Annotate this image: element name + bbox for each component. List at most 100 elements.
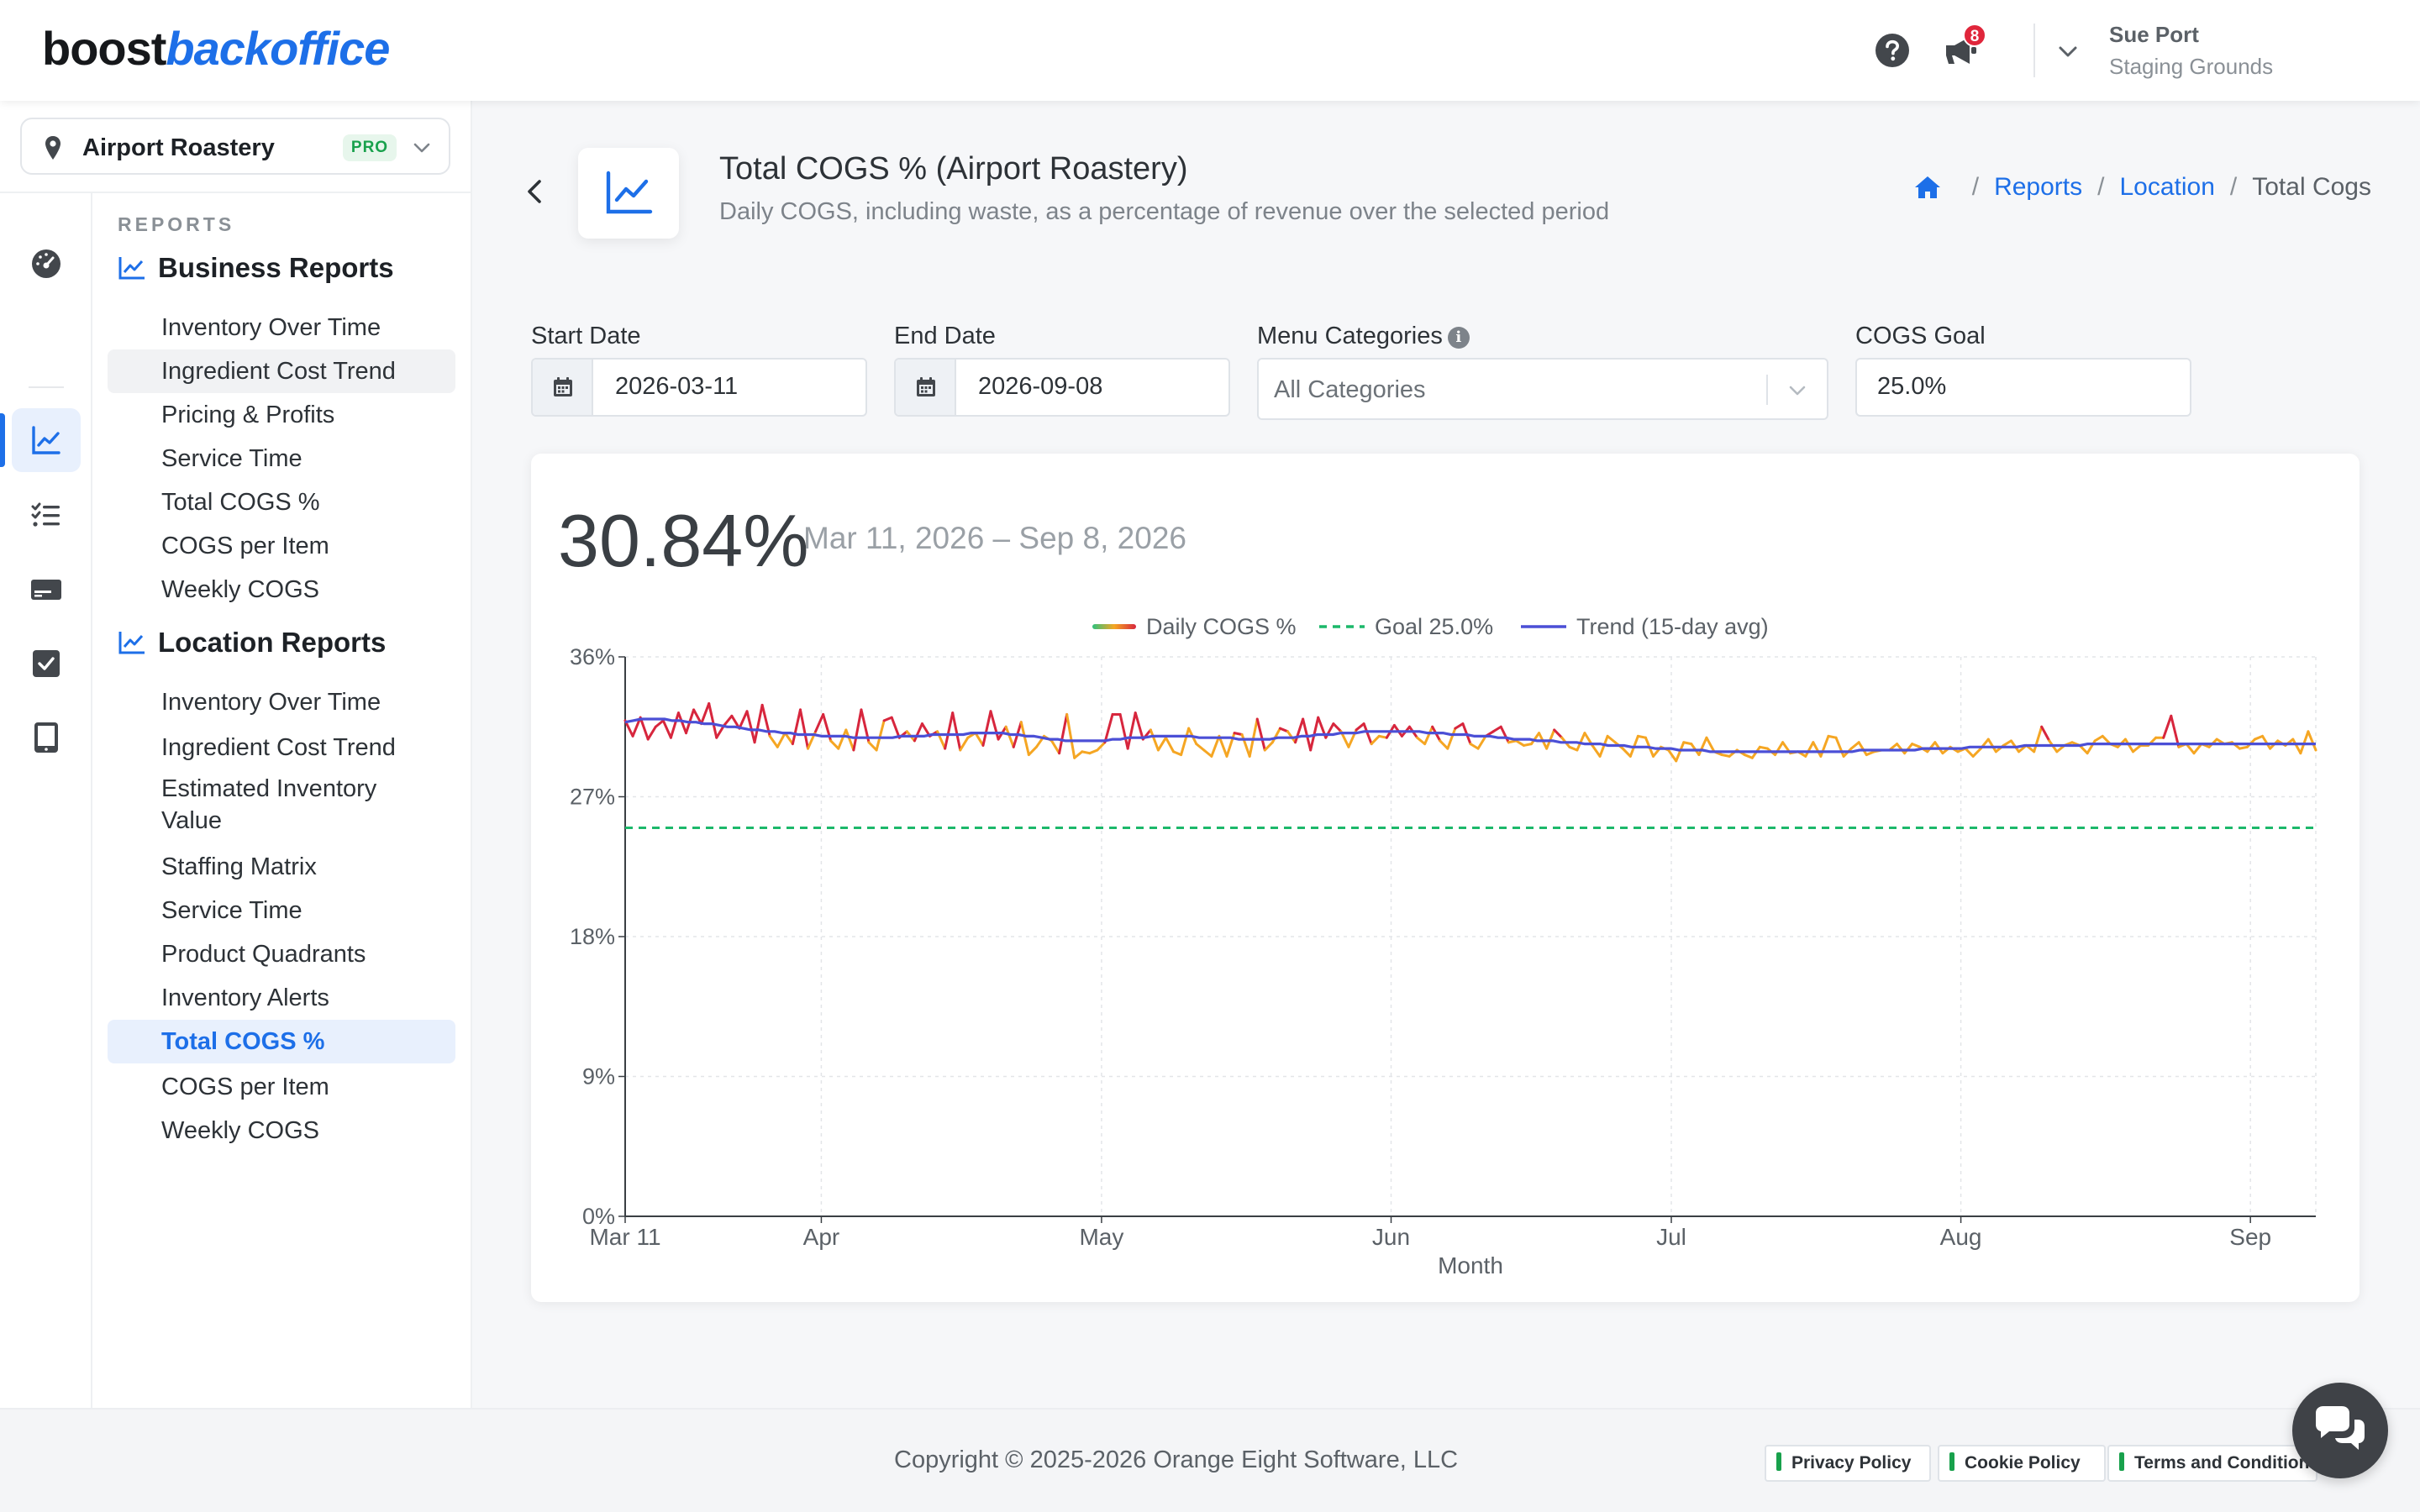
menu-item-business-total-cogs[interactable]: Total COGS % bbox=[161, 489, 320, 516]
end-date-field[interactable]: 2026-09-08 bbox=[894, 358, 1230, 417]
daily-cogs-segment bbox=[1172, 750, 1183, 757]
map-pin-icon bbox=[45, 136, 60, 160]
menu-categories-select[interactable]: All Categories bbox=[1257, 358, 1828, 420]
daily-cogs-segment bbox=[1697, 736, 1708, 757]
daily-cogs-segment bbox=[2040, 725, 2051, 743]
menu-item-location-product-quadrants[interactable]: Product Quadrants bbox=[161, 941, 366, 968]
menu-item-business-ingredient-cost-trend[interactable]: Ingredient Cost Trend bbox=[108, 349, 455, 393]
rail-dashboard[interactable] bbox=[12, 232, 81, 296]
pro-badge: PRO bbox=[343, 134, 397, 161]
breadcrumb-location[interactable]: Location bbox=[2119, 173, 2215, 201]
cogs-line-chart[interactable]: 0% 9% 18% 27% 36% Mar 11 Apr May Jun Jul Aug Sep Mon… bbox=[531, 588, 2360, 1294]
menu-item-business-pricing-profits[interactable]: Pricing & Profits bbox=[161, 402, 335, 428]
y-tick-label: 9% bbox=[582, 1064, 615, 1089]
legend-swatch-daily bbox=[1092, 624, 1136, 629]
start-date-field[interactable]: 2026-03-11 bbox=[531, 358, 867, 417]
daily-cogs-segment bbox=[1827, 734, 1838, 739]
megaphone-icon[interactable] bbox=[1941, 30, 1981, 71]
calendar-button[interactable] bbox=[896, 360, 956, 415]
start-date-value: 2026-03-11 bbox=[615, 373, 739, 400]
chevron-down-icon[interactable] bbox=[2055, 39, 2081, 64]
rail-pos[interactable] bbox=[12, 558, 81, 622]
daily-cogs-segment bbox=[2307, 730, 2317, 752]
menu-item-location-weekly-cogs[interactable]: Weekly COGS bbox=[161, 1117, 320, 1144]
x-tick-label: Sep bbox=[2229, 1224, 2271, 1250]
daily-cogs-segment bbox=[867, 741, 878, 752]
sidebar-divider bbox=[0, 192, 471, 193]
report-icon-tile bbox=[578, 148, 679, 239]
daily-cogs-segment bbox=[981, 710, 992, 747]
rail-checklists[interactable] bbox=[12, 484, 81, 548]
daily-cogs-segment bbox=[1118, 712, 1129, 750]
menu-item-location-service-time[interactable]: Service Time bbox=[161, 897, 302, 924]
daily-cogs-segment bbox=[1004, 725, 1015, 748]
daily-cogs-segment bbox=[1240, 733, 1251, 758]
menu-item-location-inventory-over-time[interactable]: Inventory Over Time bbox=[161, 689, 381, 716]
privacy-policy-link[interactable]: Privacy Policy bbox=[1765, 1445, 1931, 1482]
breadcrumb-reports[interactable]: Reports bbox=[1994, 173, 2083, 201]
home-icon[interactable] bbox=[1913, 175, 1942, 200]
menu-categories-value: All Categories bbox=[1274, 376, 1426, 403]
terms-label: Terms and Conditions bbox=[2134, 1453, 2317, 1473]
menu-item-business-cogs-per-item[interactable]: COGS per Item bbox=[161, 533, 329, 559]
calendar-button[interactable] bbox=[533, 360, 593, 415]
daily-cogs-segment bbox=[1302, 717, 1313, 752]
daily-cogs-segment bbox=[1065, 712, 1076, 759]
daily-cogs-segment bbox=[768, 734, 779, 748]
header-divider bbox=[2033, 24, 2035, 77]
terms-link[interactable]: Terms and Conditions bbox=[2107, 1445, 2317, 1482]
daily-cogs-segment bbox=[989, 710, 1000, 741]
daily-cogs-segment bbox=[1971, 747, 1982, 758]
daily-cogs-segment bbox=[1469, 743, 1480, 750]
daily-cogs-segment bbox=[959, 736, 970, 752]
trend-line bbox=[624, 717, 2316, 753]
daily-cogs-segment bbox=[852, 708, 863, 752]
menu-categories-text: Menu Categories bbox=[1257, 323, 1443, 349]
cogs-goal-input[interactable]: 25.0% bbox=[1855, 358, 2191, 417]
select-divider bbox=[1766, 375, 1768, 405]
location-selector[interactable]: Airport Roastery PRO bbox=[20, 118, 450, 175]
cookie-policy-link[interactable]: Cookie Policy bbox=[1938, 1445, 2106, 1482]
help-icon[interactable] bbox=[1872, 30, 1912, 71]
menu-item-location-inventory-alerts[interactable]: Inventory Alerts bbox=[161, 984, 329, 1011]
daily-cogs-segment bbox=[1233, 732, 1244, 736]
daily-cogs-segment bbox=[654, 719, 665, 728]
brand-logo[interactable]: boostbackoffice bbox=[42, 22, 390, 76]
rail-tablet[interactable] bbox=[12, 706, 81, 769]
tablet-icon bbox=[34, 722, 58, 753]
menu-item-business-inventory-over-time[interactable]: Inventory Over Time bbox=[161, 314, 381, 341]
card-terminal-icon bbox=[31, 580, 61, 600]
chat-button[interactable] bbox=[2292, 1383, 2388, 1478]
menu-item-location-staffing-matrix[interactable]: Staffing Matrix bbox=[161, 853, 317, 880]
dashboard-gauge-icon bbox=[32, 249, 60, 278]
daily-cogs-segment bbox=[882, 716, 893, 722]
chevron-down-icon bbox=[413, 143, 430, 153]
menu-item-location-estimated-inventory-value[interactable]: Estimated Inventory Value bbox=[161, 775, 377, 834]
daily-cogs-segment bbox=[1865, 750, 1876, 757]
menu-item-business-service-time[interactable]: Service Time bbox=[161, 445, 302, 472]
menu-item-location-ingredient-cost-trend[interactable]: Ingredient Cost Trend bbox=[161, 734, 396, 761]
rail-tasks[interactable] bbox=[12, 632, 81, 696]
menu-item-location-cogs-per-item[interactable]: COGS per Item bbox=[161, 1074, 329, 1100]
menu-item-business-weekly-cogs[interactable]: Weekly COGS bbox=[161, 576, 320, 603]
end-date-value: 2026-09-08 bbox=[978, 373, 1103, 400]
daily-cogs-segment bbox=[2192, 743, 2203, 755]
x-tick-label: May bbox=[1079, 1224, 1123, 1250]
line-chart-icon bbox=[118, 632, 145, 654]
daily-cogs-segment bbox=[1134, 711, 1144, 741]
info-icon[interactable]: i bbox=[1447, 327, 1470, 349]
daily-cogs-segment bbox=[1553, 728, 1564, 739]
daily-cogs-segment bbox=[2131, 743, 2143, 753]
back-arrow-icon[interactable] bbox=[523, 175, 548, 208]
breadcrumb-current: Total Cogs bbox=[2252, 173, 2371, 201]
daily-cogs-segment bbox=[1804, 741, 1815, 758]
menu-item-location-total-cogs[interactable]: Total COGS % bbox=[108, 1020, 455, 1063]
daily-cogs-segment bbox=[1705, 736, 1716, 753]
user-name[interactable]: Sue Port bbox=[2109, 22, 2199, 47]
daily-cogs-segment bbox=[1073, 750, 1084, 759]
menu-heading: REPORTS bbox=[118, 213, 235, 235]
daily-cogs-segment bbox=[1439, 739, 1449, 750]
rail-reports[interactable] bbox=[12, 408, 81, 472]
daily-cogs-segment bbox=[1027, 745, 1038, 757]
logo-text-2: backoffice bbox=[166, 22, 390, 75]
